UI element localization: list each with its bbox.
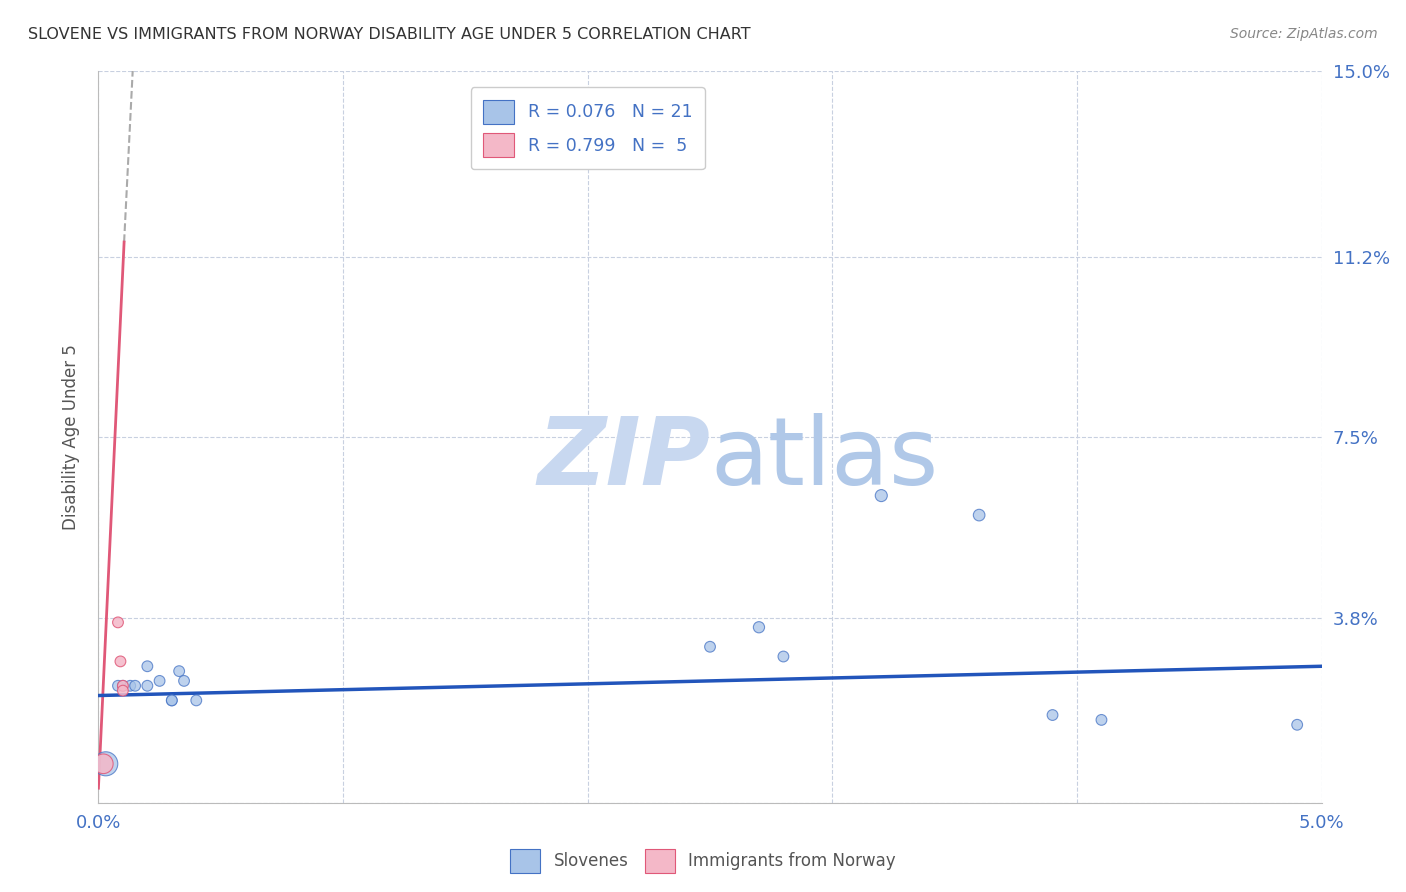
Point [94,756,117,771]
Point [186,693,208,707]
Point [1090,713,1112,727]
Point [160,693,183,707]
Point [772,649,794,664]
Point [149,673,172,688]
Point [111,679,134,693]
Point [111,679,134,693]
Point [91,756,114,771]
Text: Source: ZipAtlas.com: Source: ZipAtlas.com [1230,27,1378,41]
Text: atlas: atlas [710,413,938,505]
Legend: Slovenes, Immigrants from Norway: Slovenes, Immigrants from Norway [503,842,903,880]
Point [111,683,134,698]
Point [167,664,190,678]
Point [136,659,159,673]
Text: ZIP: ZIP [537,413,710,505]
Point [160,693,183,707]
Point [1042,708,1064,723]
Point [107,615,129,630]
Point [870,489,893,503]
Point [110,654,132,668]
Point [107,679,129,693]
Legend: R = 0.076   N = 21, R = 0.799   N =  5: R = 0.076 N = 21, R = 0.799 N = 5 [471,87,704,169]
Point [1286,718,1309,732]
Point [120,679,142,693]
Point [136,679,159,693]
Text: SLOVENE VS IMMIGRANTS FROM NORWAY DISABILITY AGE UNDER 5 CORRELATION CHART: SLOVENE VS IMMIGRANTS FROM NORWAY DISABI… [28,27,751,42]
Y-axis label: Disability Age Under 5: Disability Age Under 5 [62,344,80,530]
Point [699,640,721,654]
Point [967,508,990,522]
Point [173,673,195,688]
Point [748,620,770,634]
Point [124,679,146,693]
